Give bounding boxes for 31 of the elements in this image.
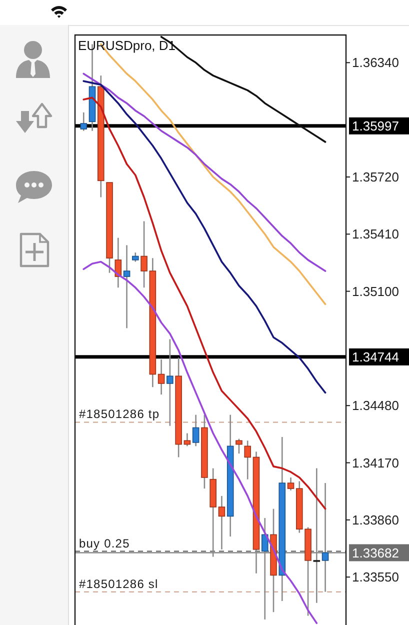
ref-line-label: 1.33682 xyxy=(352,545,399,560)
y-tick-label: 1.33550 xyxy=(352,570,399,585)
y-tick-label: 1.35410 xyxy=(352,226,399,242)
y-tick-label: 1.33860 xyxy=(352,512,399,528)
candlestick xyxy=(218,495,226,550)
y-tick-label: 1.35720 xyxy=(352,169,399,184)
candlestick xyxy=(287,476,294,492)
candlestick xyxy=(184,432,191,447)
candlestick xyxy=(140,220,148,288)
y-tick-label: 1.34480 xyxy=(352,398,399,414)
candlestick xyxy=(166,338,174,427)
candlestick xyxy=(123,244,130,329)
candlestick xyxy=(244,440,252,480)
y-tick-label: 1.34170 xyxy=(352,455,399,470)
candlestick xyxy=(322,482,329,592)
candlestick xyxy=(313,468,320,604)
candlestick xyxy=(192,414,200,447)
ref-line-label: 1.34744 xyxy=(352,350,399,365)
candlestick xyxy=(236,438,242,454)
ref-line-label: #18501286 tp xyxy=(79,407,160,422)
ref-line-label: 1.35997 xyxy=(352,118,399,134)
line-series xyxy=(82,80,326,394)
candlestick xyxy=(132,252,139,262)
y-tick-label: 1.35100 xyxy=(352,284,399,299)
candlestick xyxy=(158,358,165,396)
ref-line-label: #18501286 sl xyxy=(79,576,158,591)
candlestick xyxy=(80,112,88,132)
candlestick xyxy=(261,517,268,620)
y-tick-label: 1.36340 xyxy=(352,55,399,70)
ref-line-label: buy 0.25 xyxy=(79,536,130,550)
line-series xyxy=(82,72,326,272)
